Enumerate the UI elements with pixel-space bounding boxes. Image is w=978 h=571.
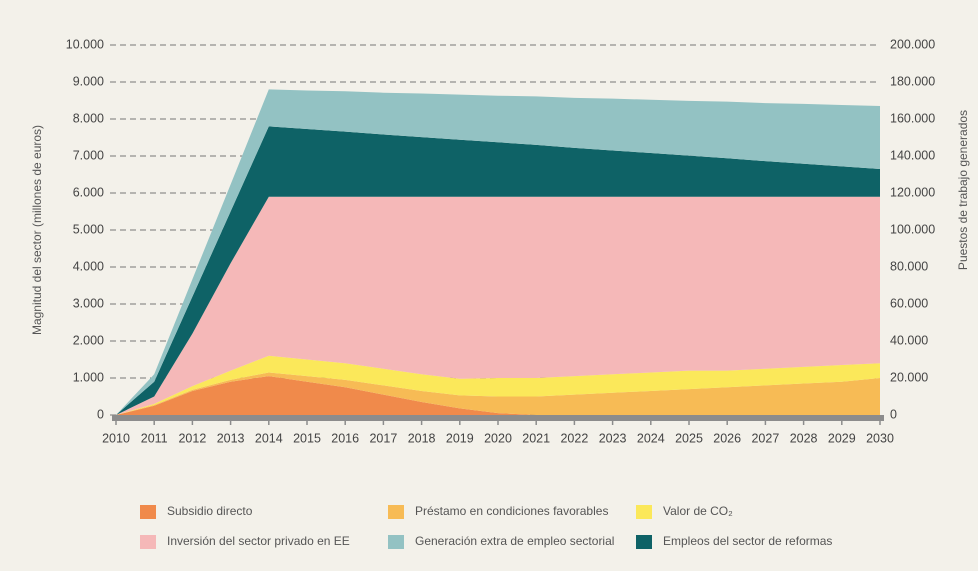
area <box>116 89 880 416</box>
x-tick-label: 2021 <box>522 431 550 445</box>
legend-label: Empleos del sector de reformas <box>663 534 832 548</box>
y2-tick-label: 20.000 <box>890 370 928 384</box>
y-tick-label: 2.000 <box>73 333 104 347</box>
y2-tick-label: 40.000 <box>890 333 928 347</box>
area <box>116 376 880 415</box>
y2-tick-label: 160.000 <box>890 111 935 125</box>
y-tick-label: 9.000 <box>73 74 104 88</box>
x-tick-label: 2024 <box>637 431 665 445</box>
legend-label: Inversión del sector privado en EE <box>167 534 350 548</box>
y-tick-label: 6.000 <box>73 185 104 199</box>
y-tick-label: 1.000 <box>73 370 104 384</box>
y-axis-label: Magnitud del sector (millones de euros) <box>30 125 44 335</box>
y-tick-label: 5.000 <box>73 222 104 236</box>
legend-label: Generación extra de empleo sectorial <box>415 534 614 548</box>
legend-label: Préstamo en condiciones favorables <box>415 504 608 518</box>
y2-tick-label: 100.000 <box>890 222 935 236</box>
y2-tick-label: 180.000 <box>890 74 935 88</box>
x-tick-label: 2015 <box>293 431 321 445</box>
area <box>116 196 880 415</box>
x-tick-label: 2023 <box>599 431 627 445</box>
legend-swatch <box>636 505 652 519</box>
y2-tick-label: 140.000 <box>890 148 935 162</box>
y2-tick-label: 60.000 <box>890 296 928 310</box>
y-tick-label: 7.000 <box>73 148 104 162</box>
x-tick-label: 2028 <box>790 431 818 445</box>
x-tick-label: 2020 <box>484 431 512 445</box>
y-tick-label: 0 <box>97 407 104 421</box>
legend-label: Valor de CO₂ <box>663 504 733 518</box>
legend-swatch <box>636 535 652 549</box>
x-tick-label: 2011 <box>141 431 168 445</box>
y2-tick-label: 200.000 <box>890 37 935 51</box>
y-tick-label: 3.000 <box>73 296 104 310</box>
y2-tick-label: 0 <box>890 407 897 421</box>
y-tick-label: 10.000 <box>66 37 104 51</box>
area <box>116 355 880 415</box>
x-tick-label: 2029 <box>828 431 856 445</box>
x-tick-label: 2026 <box>713 431 741 445</box>
legend-swatch <box>388 505 404 519</box>
x-tick-label: 2022 <box>560 431 588 445</box>
x-tick-label: 2018 <box>408 431 436 445</box>
x-tick-label: 2017 <box>369 431 397 445</box>
x-tick-label: 2030 <box>866 431 894 445</box>
legend-swatch <box>140 505 156 519</box>
area <box>116 372 880 415</box>
y2-axis-label: Puestos de trabajo generados <box>956 110 970 270</box>
x-tick-label: 2019 <box>446 431 474 445</box>
x-tick-label: 2025 <box>675 431 703 445</box>
y-tick-label: 8.000 <box>73 111 104 125</box>
x-tick-label: 2012 <box>178 431 206 445</box>
y-tick-label: 4.000 <box>73 259 104 273</box>
x-tick-label: 2014 <box>255 431 283 445</box>
x-tick-label: 2027 <box>751 431 779 445</box>
area <box>116 126 880 416</box>
x-tick-label: 2016 <box>331 431 359 445</box>
legend-swatch <box>140 535 156 549</box>
x-tick-label: 2013 <box>217 431 245 445</box>
legend-label: Subsidio directo <box>167 504 253 518</box>
legend-swatch <box>388 535 404 549</box>
y2-tick-label: 120.000 <box>890 185 935 199</box>
y2-tick-label: 80.000 <box>890 259 928 273</box>
x-tick-label: 2010 <box>102 431 130 445</box>
